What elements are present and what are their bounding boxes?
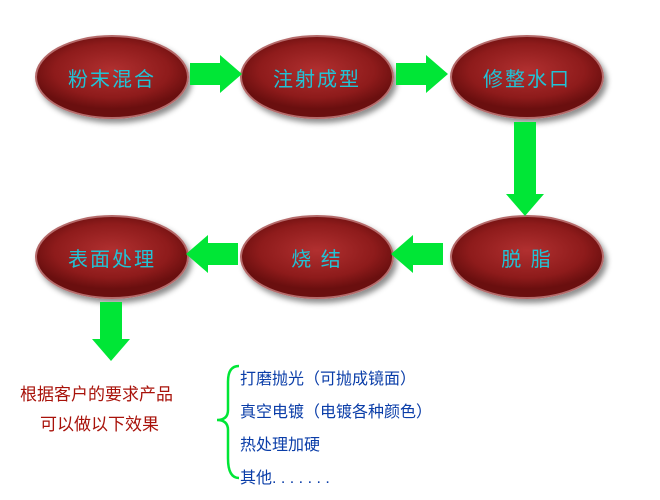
flow-node-n2: 注射成型 bbox=[240, 35, 394, 119]
arrow-head-left bbox=[391, 235, 413, 273]
arrow-head-left bbox=[186, 235, 208, 273]
option-item-0: 打磨抛光（可抛成镜面） bbox=[240, 365, 416, 389]
flow-node-n6: 表面处理 bbox=[35, 215, 189, 299]
arrow-shaft bbox=[396, 63, 426, 85]
arrow-shaft bbox=[100, 302, 122, 339]
arrow-shaft bbox=[413, 243, 443, 265]
options-bracket bbox=[214, 362, 242, 484]
arrow-shaft bbox=[208, 243, 238, 265]
flow-node-n4: 脱 脂 bbox=[450, 215, 604, 299]
flow-node-label: 烧 结 bbox=[291, 243, 343, 272]
flow-node-n5: 烧 结 bbox=[240, 215, 394, 299]
flow-node-n3: 修整水口 bbox=[450, 35, 604, 119]
flow-node-label: 粉末混合 bbox=[68, 63, 156, 92]
arrow-head-right bbox=[426, 55, 448, 93]
flow-node-label: 修整水口 bbox=[483, 63, 571, 92]
arrow-head-down bbox=[92, 339, 130, 361]
note-line-1: 根据客户的要求产品 bbox=[20, 380, 173, 405]
flow-node-label: 表面处理 bbox=[68, 243, 156, 272]
arrow-head-down bbox=[506, 194, 544, 216]
option-item-1: 真空电镀（电镀各种颜色） bbox=[240, 398, 432, 422]
note-line-2: 可以做以下效果 bbox=[40, 410, 159, 435]
flow-node-n1: 粉末混合 bbox=[35, 35, 189, 119]
arrow-shaft bbox=[190, 63, 220, 85]
flow-node-label: 脱 脂 bbox=[501, 243, 553, 272]
arrow-head-right bbox=[220, 55, 242, 93]
flow-node-label: 注射成型 bbox=[273, 63, 361, 92]
option-item-2: 热处理加硬 bbox=[240, 431, 320, 455]
arrow-shaft bbox=[514, 122, 536, 194]
option-item-3: 其他. . . . . . . bbox=[240, 464, 330, 488]
